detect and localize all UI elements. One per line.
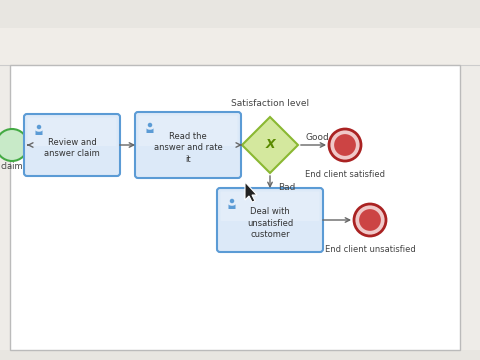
Text: Review and
answer claim: Review and answer claim: [44, 138, 100, 158]
Text: X: X: [265, 139, 275, 152]
FancyBboxPatch shape: [10, 65, 460, 350]
Polygon shape: [228, 204, 236, 209]
Text: End client satisfied: End client satisfied: [305, 170, 385, 179]
FancyBboxPatch shape: [139, 116, 238, 146]
FancyBboxPatch shape: [217, 188, 323, 252]
Text: claim: claim: [0, 162, 24, 171]
Circle shape: [329, 129, 361, 161]
Polygon shape: [242, 117, 298, 173]
Text: Good: Good: [305, 134, 329, 143]
Text: Bad: Bad: [278, 183, 295, 192]
FancyBboxPatch shape: [220, 192, 320, 221]
FancyBboxPatch shape: [135, 112, 241, 178]
Polygon shape: [36, 130, 43, 135]
Circle shape: [148, 123, 152, 127]
Circle shape: [37, 125, 41, 129]
Circle shape: [230, 199, 234, 203]
FancyBboxPatch shape: [24, 114, 120, 176]
Polygon shape: [245, 182, 257, 202]
Bar: [0, 350, 480, 360]
Circle shape: [0, 129, 28, 161]
Bar: [0, 0, 480, 28]
Text: End client unsatisfied: End client unsatisfied: [324, 245, 415, 254]
Text: Satisfaction level: Satisfaction level: [231, 99, 309, 108]
Circle shape: [354, 204, 386, 236]
FancyBboxPatch shape: [27, 117, 117, 146]
Polygon shape: [146, 128, 154, 133]
Text: Deal with
unsatisfied
customer: Deal with unsatisfied customer: [247, 207, 293, 239]
Text: Read the
answer and rate
it: Read the answer and rate it: [154, 132, 222, 164]
Circle shape: [334, 134, 356, 156]
Bar: [0, 28, 480, 66]
Circle shape: [359, 209, 381, 231]
